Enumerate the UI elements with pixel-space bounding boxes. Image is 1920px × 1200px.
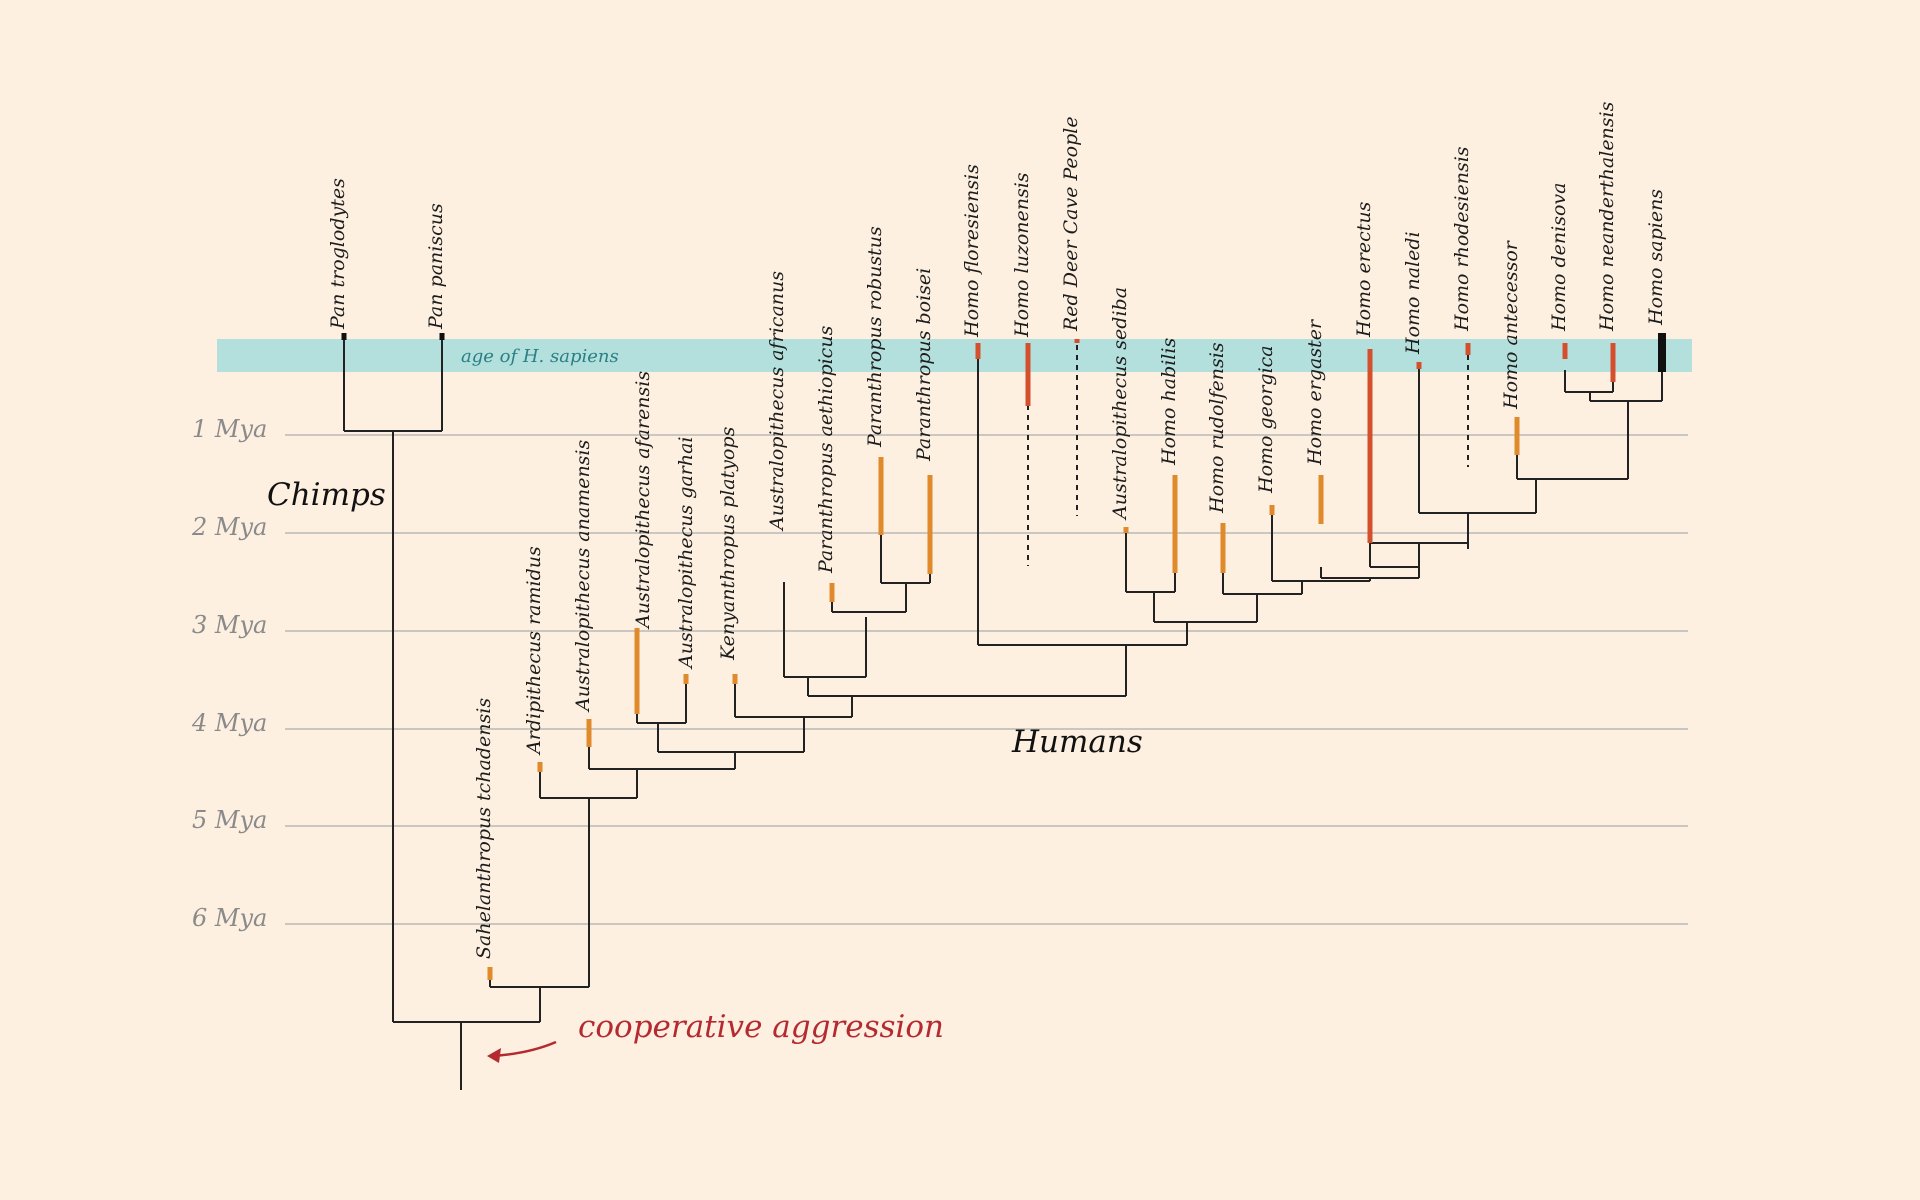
branch-sediba [1125,530,1176,593]
branch-africanus-group [807,645,1127,697]
species-label-aethiopicus: Paranthropus aethiopicus [815,325,837,574]
species-label-ergaster: Homo ergaster [1304,318,1326,466]
species-label-pan-troglodytes: Pan troglodytes [327,178,349,330]
branch-sediba-habilis [1153,592,1258,623]
branch-paranthropus [831,583,907,613]
species-label-neanderthalensis: Homo neanderthalensis [1596,101,1618,332]
branch-humans [489,798,590,1022]
branch-afarensis-garhai [636,674,687,724]
annotation-label: cooperative aggression [578,1009,944,1045]
species-label-naledi: Homo naledi [1402,231,1424,355]
group-label-chimps: Chimps [267,477,386,513]
species-labels: Pan troglodytes Pan paniscus Sahelanthro… [327,101,1667,959]
species-label-antecessor: Homo antecessor [1500,239,1522,410]
species-label-erectus: Homo erectus [1353,201,1375,338]
time-grid [285,434,1688,925]
branch-chimps [343,339,443,1022]
species-label-robustus: Paranthropus robustus [864,226,886,448]
sapiens-age-band [217,339,1692,372]
branch-africanus [783,580,867,678]
species-label-boisei: Paranthropus boisei [913,268,935,462]
sapiens-age-band-label: age of H. sapiens [461,346,619,367]
species-label-habilis: Homo habilis [1158,338,1180,466]
branch-naledi [1418,366,1537,514]
species-label-kenyanthropus: Kenyanthropus platyops [717,426,739,661]
species-label-afarensis: Australopithecus afarensis [632,371,654,630]
axis-label-6: 6 Mya [192,904,267,932]
species-label-rudolfensis: Homo rudolfensis [1206,342,1228,514]
branch-erectus [1369,524,1419,568]
species-label-africanus: Australopithecus africanus [766,271,788,532]
axis-label-3: 3 Mya [192,611,267,639]
branch-later-homo [1370,513,1469,567]
time-axis: 1 Mya 2 Mya 3 Mya 4 Mya 5 Mya 6 Mya [191,415,267,932]
annotation-arrowhead [487,1048,501,1063]
group-label-humans: Humans [1011,724,1143,760]
branch-antecessor [1516,401,1629,480]
axis-label-2: 2 Mya [191,513,267,541]
axis-label-5: 5 Mya [192,806,267,834]
species-label-georgica: Homo georgica [1255,345,1277,494]
species-label-floresiensis: Homo floresiensis [961,164,983,338]
axis-label-4: 4 Mya [191,709,267,737]
species-label-sahelanthropus: Sahelanthropus tchadensis [473,698,495,959]
species-label-denisova: Homo denisova [1548,183,1570,332]
species-label-red-deer-cave: Red Deer Cave People [1060,116,1082,332]
axis-label-1: 1 Mya [192,415,267,443]
species-label-rhodesiensis: Homo rhodesiensis [1451,146,1473,332]
branch-robustus-boisei [880,535,931,584]
branch-sapiens-group [1589,370,1663,402]
branch-denisova-neanderthal [1564,370,1614,393]
species-label-pan-paniscus: Pan paniscus [425,203,447,330]
fossil-ranges [341,333,1666,980]
branch-ardi [539,766,638,799]
cooperative-aggression-annotation: cooperative aggression [487,1009,944,1063]
species-label-anamensis: Australopithecus anamensis [572,439,594,713]
branch-ergaster [1320,567,1420,579]
species-label-ardipithecus: Ardipithecus ramidus [523,546,545,756]
species-label-sediba: Australopithecus sediba [1109,287,1131,521]
tree-branches [343,339,1663,1090]
species-label-luzonensis: Homo luzonensis [1011,172,1033,338]
branch-homo-clade [977,355,1188,646]
branch-rudolfensis [1222,573,1303,595]
branch-australopith [657,717,805,753]
uncertain-lineages [1027,345,1469,566]
species-label-garhai: Australopithecus garhai [675,436,697,670]
species-label-sapiens: Homo sapiens [1645,189,1667,326]
